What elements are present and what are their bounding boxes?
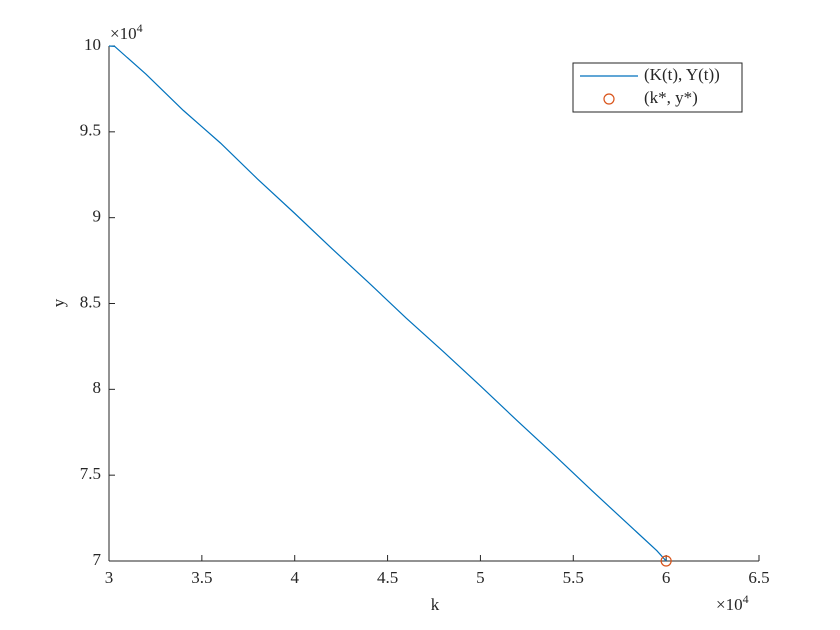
x-tick-label: 6 [662, 568, 671, 587]
x-tick-label: 4 [290, 568, 299, 587]
multiplier-exponent: 4 [743, 592, 749, 606]
y-multiplier: ×104 [110, 21, 143, 43]
y-tick-label: 9.5 [80, 121, 101, 140]
y-tick-label: 9 [93, 207, 102, 226]
x-axis-label: k [431, 595, 440, 614]
x-tick-label: 5.5 [563, 568, 584, 587]
y-axis-label: y [49, 298, 68, 307]
x-tick-label: 4.5 [377, 568, 398, 587]
legend-label: (k*, y*) [644, 88, 698, 107]
x-multiplier: ×104 [716, 592, 749, 614]
x-tick-label: 5 [476, 568, 485, 587]
multiplier-base: ×10 [110, 24, 137, 43]
y-tick-label: 8.5 [80, 292, 101, 311]
y-tick-label: 8 [93, 378, 102, 397]
data-line [108, 45, 667, 562]
y-tick-label: 7.5 [80, 464, 101, 483]
legend-swatch [603, 93, 615, 105]
y-tick-label: 7 [93, 550, 102, 569]
multiplier-exponent: 4 [137, 21, 143, 35]
x-tick-label: 3.5 [191, 568, 212, 587]
y-tick-label: 10 [84, 35, 101, 54]
x-tick-label: 6.5 [748, 568, 769, 587]
legend-label: (K(t), Y(t)) [644, 65, 720, 84]
data-marker [660, 555, 672, 567]
legend-box [572, 62, 743, 113]
multiplier-base: ×10 [716, 595, 743, 614]
x-tick-label: 3 [105, 568, 114, 587]
